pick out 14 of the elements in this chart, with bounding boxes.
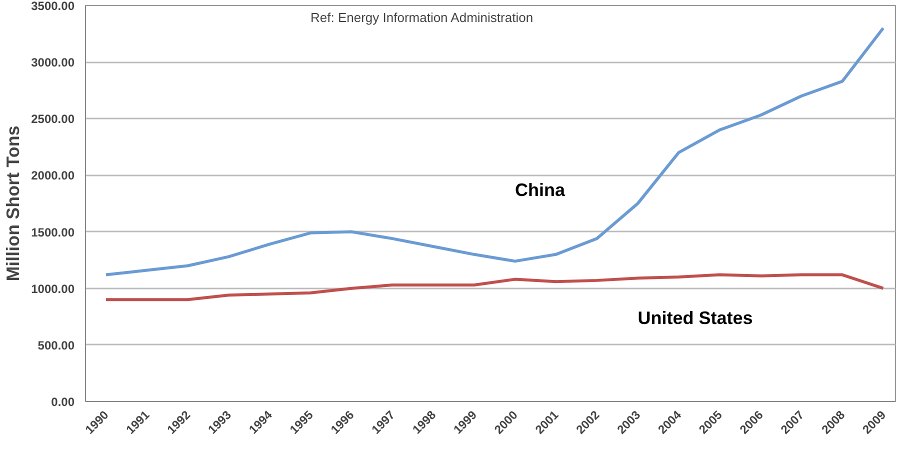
y-tick-label: 500.00 bbox=[38, 338, 75, 352]
y-axis-title: Million Short Tons bbox=[3, 126, 24, 282]
y-tick-label: 1000.00 bbox=[31, 282, 75, 296]
y-tick-label: 3000.00 bbox=[31, 56, 75, 70]
y-tick-label: 2000.00 bbox=[31, 168, 75, 183]
y-tick-label: 0.00 bbox=[51, 395, 75, 409]
series-label: United States bbox=[638, 308, 753, 328]
line-series bbox=[104, 26, 885, 276]
line-series bbox=[104, 273, 885, 302]
text: China bbox=[515, 180, 566, 200]
y-tick-label: 2500.00 bbox=[31, 112, 75, 126]
y-tick-label: 3500.00 bbox=[31, 0, 75, 13]
annotation: Ref: Energy Information Administration bbox=[310, 10, 534, 25]
y-tick-label: 1500.00 bbox=[31, 225, 75, 240]
